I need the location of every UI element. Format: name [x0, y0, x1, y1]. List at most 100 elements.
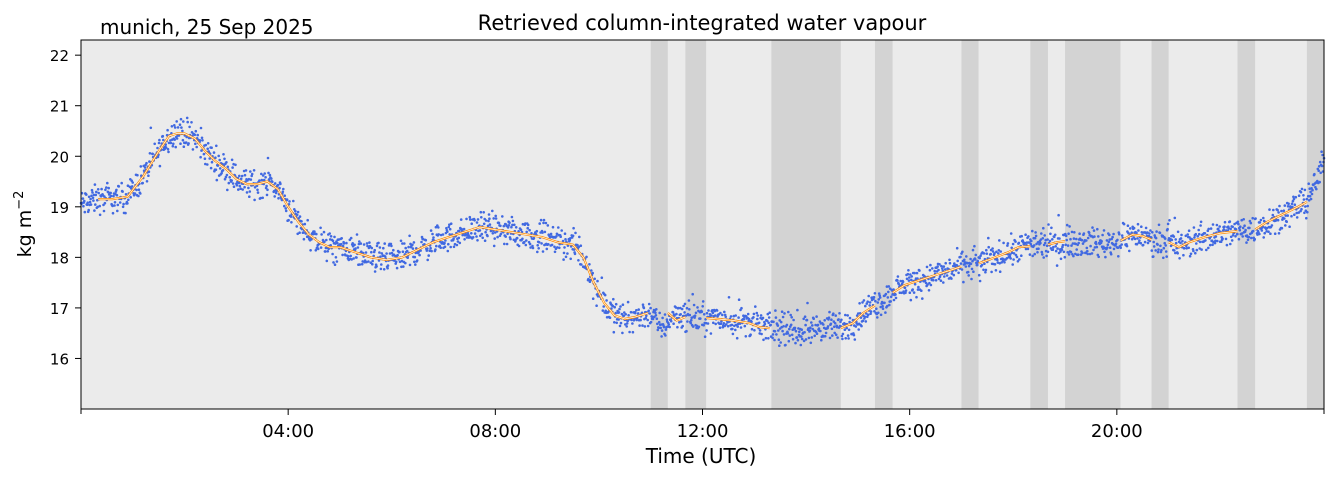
raw-point: [838, 312, 841, 315]
raw-point: [906, 272, 910, 276]
x-tick-label: 16:00: [884, 421, 936, 442]
raw-point: [413, 260, 416, 264]
raw-point: [1258, 221, 1262, 224]
raw-point: [328, 232, 332, 235]
raw-point: [1229, 242, 1232, 246]
raw-point: [109, 191, 112, 195]
raw-point: [1117, 254, 1120, 258]
raw-point: [1012, 252, 1016, 255]
raw-point: [210, 160, 214, 164]
raw-point: [562, 251, 566, 255]
raw-point: [936, 265, 939, 268]
raw-point: [1262, 236, 1265, 239]
raw-point: [909, 273, 912, 276]
raw-point: [1267, 230, 1270, 233]
raw-point: [276, 183, 280, 187]
raw-point: [771, 333, 775, 336]
raw-point: [734, 314, 737, 317]
raw-point: [111, 211, 115, 215]
raw-point: [360, 250, 363, 253]
raw-point: [222, 153, 225, 156]
raw-point: [706, 322, 710, 325]
raw-point: [120, 181, 123, 185]
raw-point: [465, 236, 469, 239]
raw-point: [984, 268, 988, 272]
raw-point: [735, 336, 739, 340]
raw-point: [1156, 250, 1160, 254]
raw-point: [264, 176, 267, 179]
raw-point: [747, 317, 751, 321]
smoothed-lines: [98, 132, 1308, 330]
raw-point: [167, 150, 170, 154]
raw-point: [432, 236, 435, 239]
raw-point: [529, 246, 532, 249]
raw-point: [180, 126, 183, 129]
raw-point: [1009, 253, 1012, 256]
raw-point: [166, 128, 169, 132]
raw-point: [546, 224, 550, 227]
x-tick-label: 20:00: [1091, 421, 1143, 442]
raw-point: [639, 318, 642, 322]
raw-point: [162, 138, 165, 142]
raw-point: [739, 326, 743, 329]
raw-point: [528, 242, 532, 246]
shaded-band-5: [1030, 40, 1048, 409]
y-axis-ticks: 16 17 18 19 20 21 22: [50, 47, 81, 368]
raw-point: [392, 248, 395, 252]
raw-point: [1075, 237, 1078, 241]
raw-point: [1248, 226, 1251, 230]
raw-point: [1306, 210, 1309, 214]
raw-point: [707, 309, 710, 312]
raw-point: [238, 174, 241, 178]
raw-point: [181, 138, 185, 142]
raw-point: [1095, 245, 1099, 249]
raw-point: [1268, 208, 1271, 211]
raw-point: [944, 261, 947, 265]
raw-point: [1025, 241, 1029, 244]
raw-point: [828, 336, 832, 340]
raw-point: [743, 324, 747, 328]
raw-point: [383, 242, 387, 245]
raw-point: [420, 240, 423, 244]
raw-point: [596, 295, 600, 298]
raw-point: [1236, 220, 1240, 224]
raw-point: [621, 331, 624, 335]
raw-point: [711, 311, 715, 315]
raw-point: [1033, 236, 1037, 240]
raw-point: [482, 211, 486, 214]
raw-point: [1162, 256, 1165, 260]
raw-point: [1197, 232, 1201, 236]
raw-point: [903, 286, 907, 290]
raw-point: [1129, 227, 1132, 230]
raw-point: [297, 217, 300, 220]
raw-point: [758, 329, 762, 332]
raw-point: [333, 235, 336, 239]
raw-point: [542, 221, 545, 225]
raw-point: [368, 241, 371, 244]
raw-point: [226, 188, 229, 192]
raw-point: [250, 172, 254, 176]
raw-point: [334, 255, 338, 259]
raw-point: [447, 225, 451, 229]
raw-point: [926, 283, 929, 286]
raw-point: [465, 217, 468, 221]
raw-point: [179, 142, 182, 145]
raw-point: [1126, 224, 1130, 227]
raw-point: [722, 322, 726, 325]
raw-point: [1211, 223, 1215, 226]
raw-point: [1297, 211, 1300, 214]
raw-point: [855, 314, 859, 317]
raw-point: [942, 265, 946, 268]
raw-point: [626, 300, 630, 304]
raw-point: [1043, 234, 1046, 237]
raw-point: [1042, 226, 1045, 230]
raw-point: [537, 247, 540, 250]
raw-point: [411, 247, 415, 250]
raw-point: [1006, 242, 1010, 245]
raw-point: [776, 324, 780, 327]
raw-point: [608, 316, 612, 320]
raw-point: [577, 245, 581, 249]
raw-point: [412, 241, 416, 244]
raw-point: [378, 246, 382, 249]
raw-point: [591, 271, 594, 275]
